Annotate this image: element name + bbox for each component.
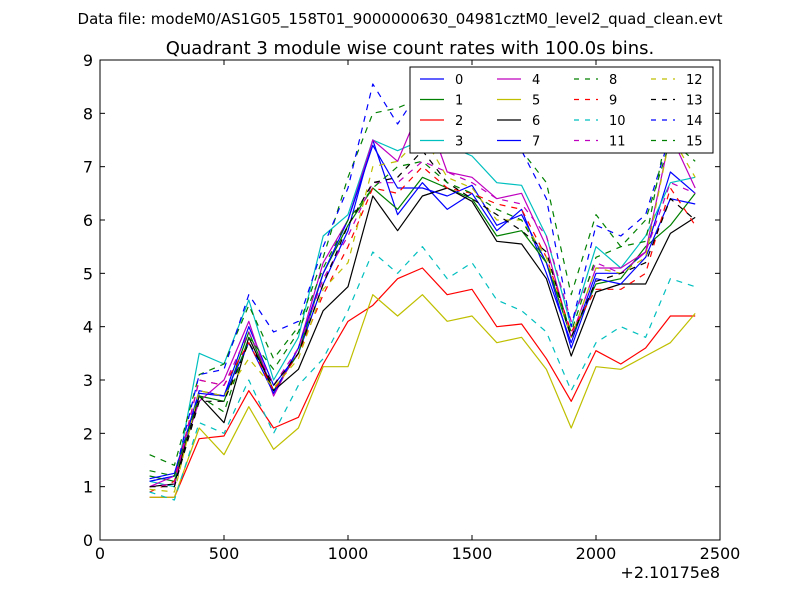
x-offset-label: +2.10175e8 <box>620 563 720 582</box>
x-tick-label: 500 <box>209 544 240 563</box>
series-line-11 <box>149 160 696 488</box>
series-line-0 <box>149 139 696 482</box>
legend-label: 8 <box>609 73 617 88</box>
y-tick-label: 2 <box>83 424 93 443</box>
legend-label: 3 <box>455 135 463 150</box>
legend-label: 7 <box>532 135 540 150</box>
x-tick-label: 2500 <box>700 544 741 563</box>
x-tick-label: 1000 <box>328 544 369 563</box>
series-line-6 <box>149 187 696 488</box>
series-line-12 <box>149 134 696 493</box>
legend-label: 14 <box>686 114 703 129</box>
legend-label: 11 <box>609 135 626 150</box>
series-line-3 <box>149 139 696 488</box>
y-tick-label: 5 <box>83 264 93 283</box>
chart-title: Quadrant 3 module wise count rates with … <box>166 38 655 59</box>
legend-label: 10 <box>609 114 626 129</box>
legend-label: 4 <box>532 73 540 88</box>
legend-label: 15 <box>686 135 703 150</box>
x-tick-label: 1500 <box>452 544 493 563</box>
series-line-10 <box>149 246 696 501</box>
axes-frame <box>99 59 721 541</box>
x-tick-label: 2000 <box>576 544 617 563</box>
series-line-7 <box>149 144 696 480</box>
legend-label: 0 <box>455 73 463 88</box>
y-tick-label: 1 <box>83 478 93 497</box>
y-tick-label: 0 <box>83 531 93 550</box>
legend-box <box>409 66 714 154</box>
legend-label: 13 <box>686 94 703 109</box>
legend-label: 5 <box>532 94 540 109</box>
series-line-2 <box>149 267 696 498</box>
series-line-9 <box>149 166 696 493</box>
series-line-1 <box>149 176 696 482</box>
y-tick-label: 8 <box>83 104 93 123</box>
y-tick-label: 9 <box>83 51 93 70</box>
legend-label: 6 <box>532 114 540 129</box>
x-tick-label: 0 <box>95 544 105 563</box>
legend-label: 12 <box>686 73 703 88</box>
legend-label: 9 <box>609 94 617 109</box>
series-line-14 <box>149 83 696 482</box>
legend-label: 2 <box>455 114 463 129</box>
figure-suptitle: Data file: modeM0/AS1G05_158T01_90000006… <box>78 10 723 29</box>
series-line-5 <box>149 294 696 498</box>
y-tick-label: 3 <box>83 371 93 390</box>
series-line-13 <box>149 150 696 488</box>
y-tick-label: 4 <box>83 318 93 337</box>
y-tick-label: 6 <box>83 211 93 230</box>
legend-label: 1 <box>455 94 463 109</box>
y-tick-label: 7 <box>83 158 93 177</box>
